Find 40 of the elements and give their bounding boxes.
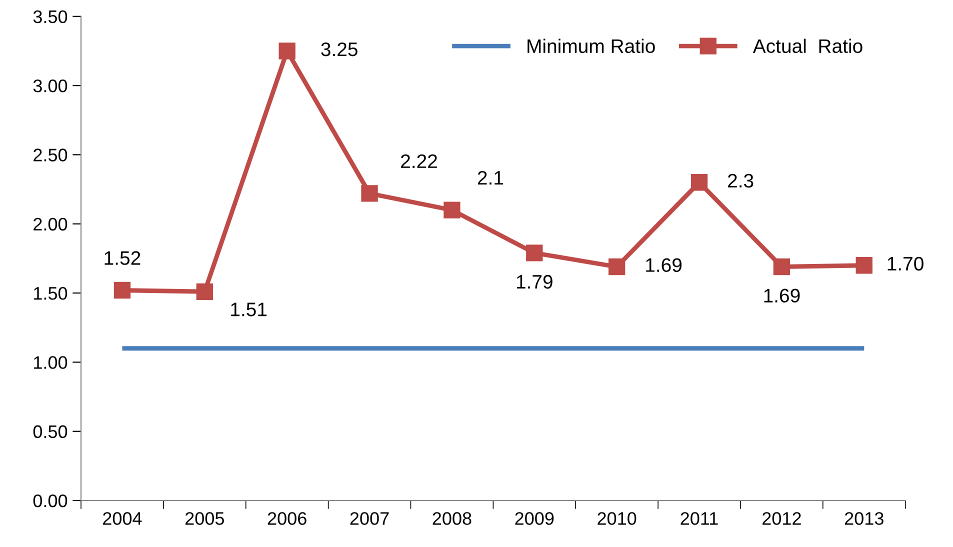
point — [361, 185, 378, 202]
x-tick-label: 2010 — [598, 512, 636, 525]
point — [773, 258, 790, 276]
legend-label: Actual Ratio — [752, 38, 862, 54]
y-tick-label: 3.50 — [33, 10, 68, 24]
data-label: 1.52 — [104, 251, 140, 265]
point — [526, 244, 543, 262]
x-tick-label: 2012 — [762, 512, 801, 525]
y-tick-label: 1.50 — [34, 286, 68, 300]
y-tick-label: 1.00 — [34, 356, 68, 369]
x-tick-label: 2007 — [350, 512, 389, 525]
y-tick-label: 2.00 — [34, 218, 68, 231]
x-tick-label: 2008 — [432, 512, 472, 525]
y-tick-label: 2.50 — [34, 148, 68, 162]
point — [856, 257, 872, 274]
y-tick-label: 0.50 — [33, 425, 68, 438]
x-tick-label: 2004 — [103, 512, 142, 525]
data-label: 2.3 — [728, 174, 754, 188]
data-label: 2.22 — [401, 154, 437, 168]
point — [278, 42, 296, 60]
legend-label: Minimum Ratio — [528, 38, 655, 54]
data-label: 1.51 — [231, 302, 267, 316]
point — [114, 282, 131, 299]
data-label: 1.79 — [516, 274, 552, 289]
point — [608, 258, 626, 276]
data-label: 2.1 — [478, 170, 504, 185]
data-label: 3.25 — [321, 42, 358, 56]
x-tick-label: 2009 — [515, 512, 554, 525]
point — [444, 202, 460, 218]
point — [196, 283, 213, 300]
x-tick-label: 2006 — [268, 512, 306, 525]
x-tick-label: 2013 — [844, 512, 884, 525]
y-tick-label: 3.00 — [33, 80, 68, 92]
x-tick-label: 2011 — [680, 512, 718, 525]
data-label: 1.69 — [646, 258, 682, 272]
data-label: 1.70 — [888, 256, 924, 271]
point — [690, 174, 708, 191]
x-tick-label: 2005 — [185, 512, 224, 525]
y-tick-label: 0.00 — [33, 494, 68, 508]
data-label: 1.69 — [764, 288, 800, 303]
